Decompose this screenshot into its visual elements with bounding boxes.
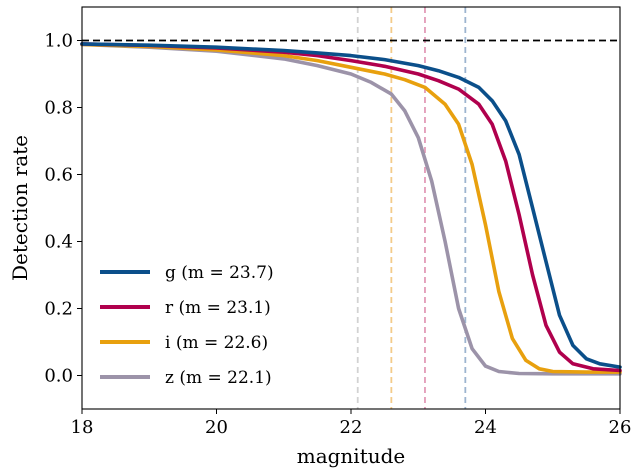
y-tick-label: 0.8: [44, 98, 73, 119]
series-line-1: [80, 42, 622, 373]
legend-label-0: g (m = 23.7): [165, 263, 274, 283]
y-tick-label: 0.6: [44, 165, 73, 186]
series-line-2: [80, 42, 622, 374]
legend-label-1: r (m = 23.1): [165, 298, 271, 318]
plot-area: [80, 7, 622, 409]
legend-label-3: z (m = 22.1): [165, 368, 272, 388]
x-tick-label: 24: [474, 417, 497, 438]
series-line-0: [80, 42, 622, 369]
x-tick-label: 18: [71, 417, 94, 438]
x-tick-label: 22: [340, 417, 363, 438]
y-tick-label: 0.2: [44, 299, 73, 320]
series-line-3: [80, 42, 622, 376]
x-tick-label: 20: [205, 417, 228, 438]
legend-label-2: i (m = 22.6): [165, 333, 268, 353]
legend: g (m = 23.7) r (m = 23.1) i (m = 22.6) z (m…: [100, 263, 274, 388]
x-axis-label: magnitude: [297, 444, 406, 468]
axis-ticks: 18 20 22 24 26 0.0 0.2 0.4 0.6 0.8 1.0: [44, 31, 631, 439]
y-tick-label: 0.0: [44, 366, 73, 387]
y-tick-label: 0.4: [44, 232, 73, 253]
y-tick-label: 1.0: [44, 31, 73, 52]
y-axis-label: Detection rate: [8, 135, 32, 281]
x-tick-label: 26: [609, 417, 632, 438]
